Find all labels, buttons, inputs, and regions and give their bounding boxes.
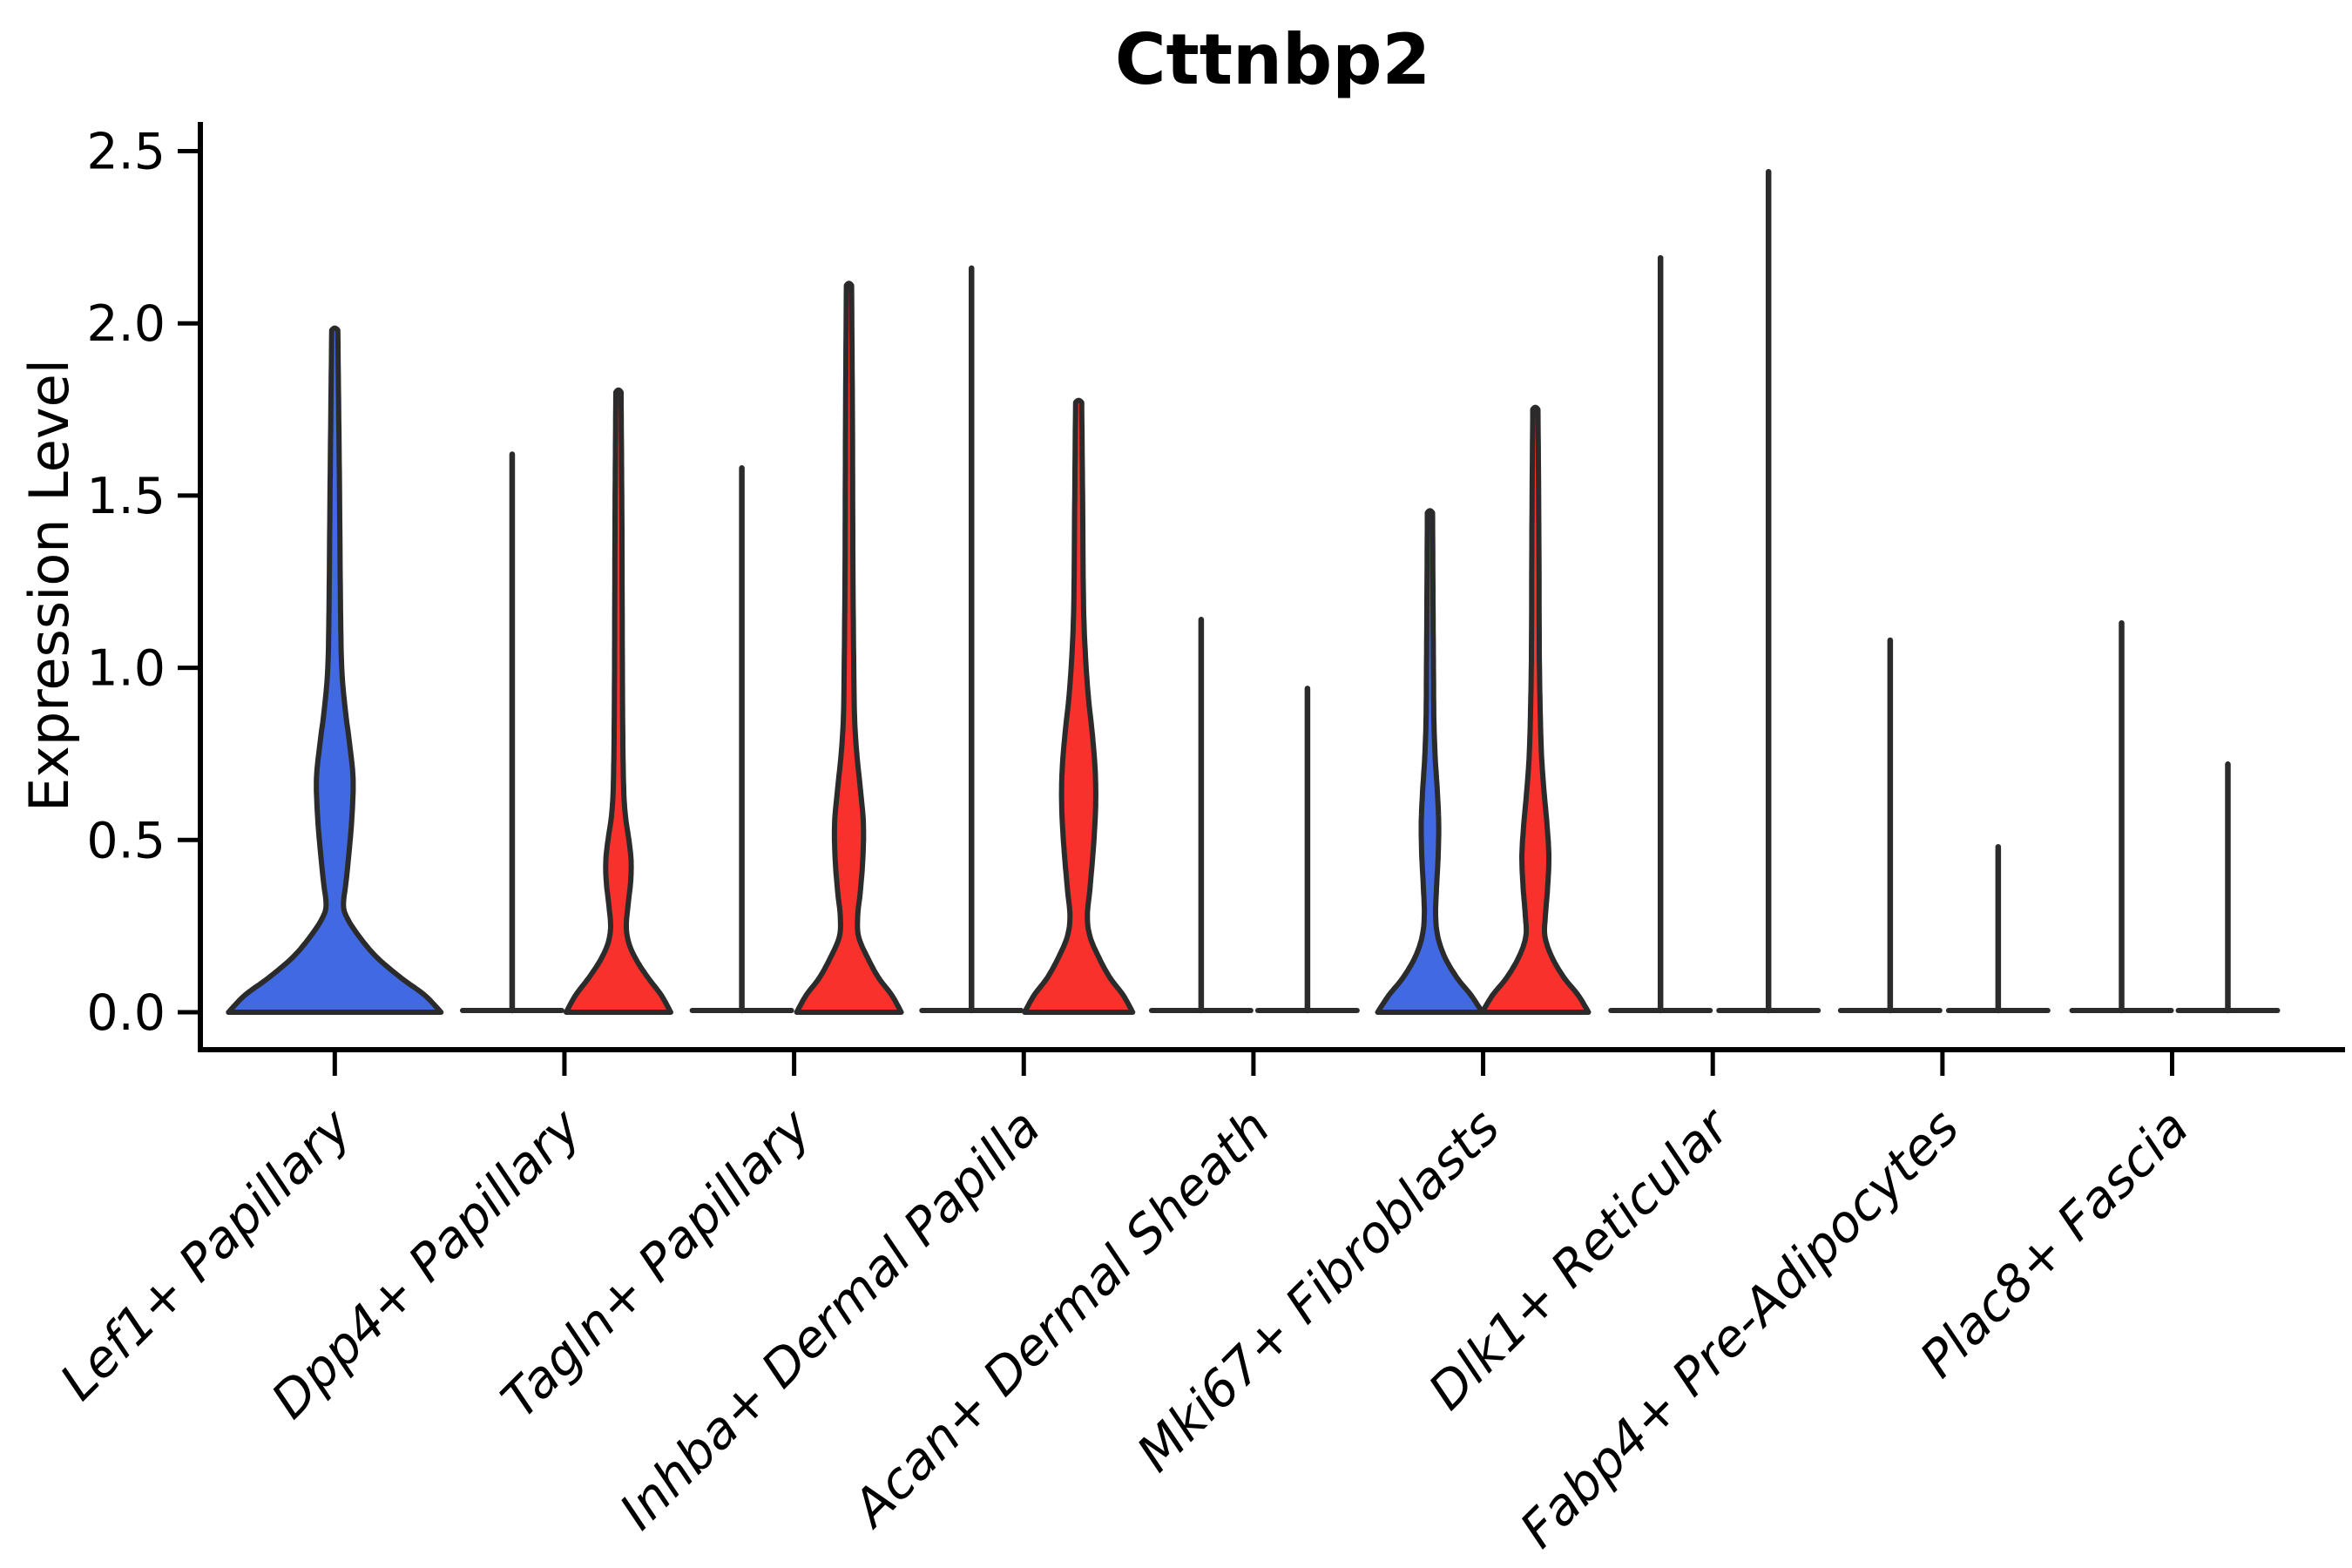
y-axis-label: Expression Level (17, 359, 81, 812)
violin-red (794, 280, 904, 1015)
violin-red (564, 387, 673, 1015)
y-tick-label: 0.0 (86, 984, 166, 1042)
y-tick-label: 0.5 (86, 812, 166, 869)
x-tick-label: Fabp4+ Pre-Adipocytes (1509, 1098, 1970, 1559)
violin-red (1022, 397, 1136, 1015)
y-tick-label: 2.5 (86, 124, 166, 181)
y-tick-label: 1.5 (86, 468, 166, 525)
violin-red (1479, 404, 1592, 1015)
violin-blue (1375, 508, 1485, 1015)
y-axis-ticks: 0.0 0.5 1.0 1.5 2.0 2.5 (86, 124, 200, 1042)
axes-layer (198, 122, 2345, 1052)
x-tick-label: Inhba+ Dermal Papilla (608, 1098, 1051, 1541)
page-title: Cttnbp2 (1115, 19, 1430, 100)
violin-blue (226, 325, 444, 1015)
violins-layer (226, 168, 2281, 1015)
y-tick-label: 2.0 (86, 295, 166, 353)
y-tick-label: 1.0 (86, 640, 166, 698)
x-tick-label: Acan+ Dermal Sheath (839, 1098, 1281, 1540)
